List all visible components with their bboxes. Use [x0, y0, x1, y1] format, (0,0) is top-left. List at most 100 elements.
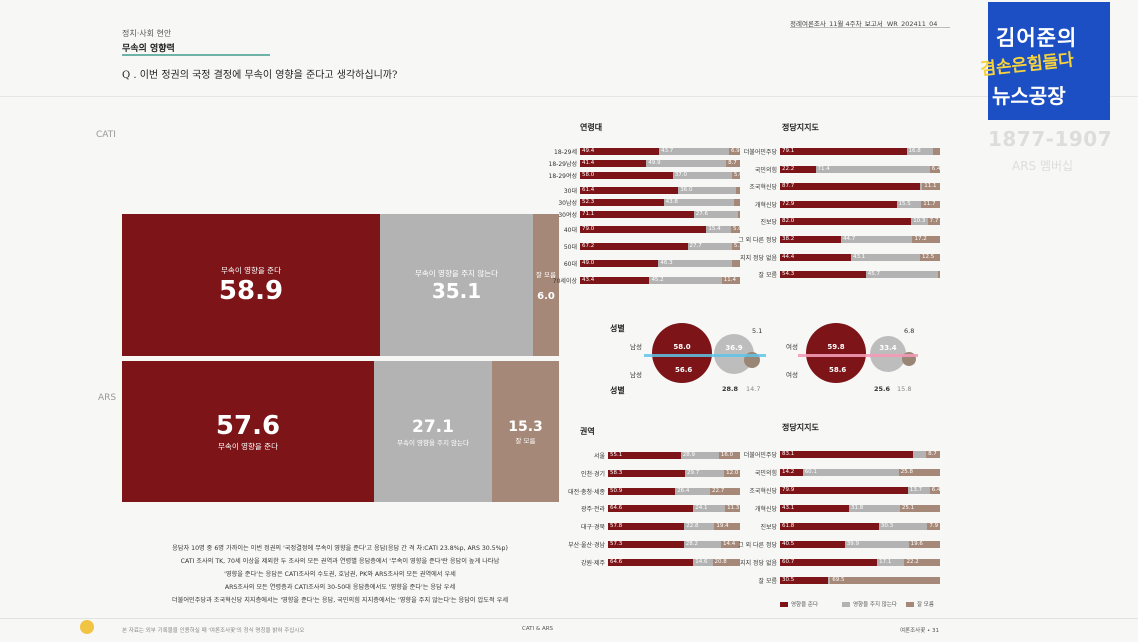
bar-segment-no: 37.0 — [672, 172, 732, 179]
row-label: 그 외 다른 정당 — [738, 237, 777, 244]
bar-segment-dk: 25.1 — [899, 505, 940, 512]
male-no-ars: 28.8 — [722, 385, 739, 393]
bar-segment-yes: 14.2 — [780, 469, 803, 476]
bar-segment-no: 27.7 — [687, 243, 732, 250]
cati-dk-bar: 잘 모름 6.0 — [533, 214, 559, 356]
row-label: 대전·충청·세종 — [568, 488, 605, 496]
bar-segment-yes: 67.2 — [580, 243, 688, 250]
bar-segment-no: 13.7 — [907, 487, 930, 494]
bar-segment-no: 43.1 — [851, 253, 920, 261]
row-bar: 79.1 16.8 — [780, 148, 940, 155]
bar-segment-no: 43.7 — [659, 148, 729, 155]
bar-segment-dk — [733, 199, 740, 206]
bar-segment-yes: 41.4 — [580, 160, 647, 167]
row-bar: 14.2 60.1 25.8 — [780, 469, 940, 476]
bar-segment-no — [912, 451, 927, 458]
bar-segment-dk: 19.6 — [908, 541, 940, 548]
cati-no-bar: 무속이 영향을 주지 않는다 35.1 — [380, 214, 533, 356]
row-label: 70세이상 — [552, 278, 577, 285]
row-bar: 49.4 43.7 6.9 — [580, 148, 740, 155]
bar-segment-yes: 54.3 — [780, 271, 866, 279]
bar-segment-dk: 11.4 — [721, 277, 740, 284]
bar-segment-no: 15.4 — [706, 226, 732, 233]
summary-line: 더불어민주당과 조국혁신당 지지층에서는 '영향을 준다'는 응답, 국민의힘 … — [171, 597, 509, 604]
row-bar: 79.9 13.7 6.4 — [780, 487, 940, 494]
bar-segment-dk: 12.5 — [919, 253, 940, 261]
row-label: 더불어민주당 — [743, 149, 777, 156]
row-label: 18-29세 — [554, 149, 577, 156]
summary-line: CATI 조사의 TK, 70세 이상을 제외한 두 조사의 모든 권역과 연령… — [180, 558, 500, 565]
row-label: 30여성 — [558, 212, 577, 219]
summary-line: '영향을 준다'는 응답은 CATI조사의 수도권, 호남권, PK와 ARS조… — [224, 571, 456, 578]
bar-segment-dk — [938, 271, 940, 279]
row-bar: 54.3 45.7 — [780, 271, 940, 279]
party-cati-chart-title: 정당지지도 — [782, 123, 819, 132]
row-label: 지지 정당 없음 — [740, 254, 777, 262]
survey-question: Q . 이번 정권의 국정 결정에 무속이 영향을 준다고 생각하십니까? — [122, 70, 398, 81]
bar-segment-yes: 44.4 — [780, 253, 852, 261]
cati-label: CATI — [96, 130, 116, 140]
section-title: 무속의 영향력 — [122, 44, 175, 54]
bar-segment-dk: 11.1 — [922, 183, 940, 191]
row-bar: 64.6 14.6 20.8 — [608, 558, 740, 566]
male-label-ars: 남성 — [630, 371, 642, 379]
bar-segment-dk — [732, 260, 740, 267]
cati-no-label: 무속이 영향을 주지 않는다 — [414, 268, 499, 278]
bar-segment-no: 43.8 — [663, 199, 734, 206]
bar-segment-yes: 87.7 — [780, 183, 921, 191]
row-bar: 55.1 28.9 16.0 — [608, 452, 740, 459]
summary-line: ARS조사의 모든 연령층과 CATI조사의 30-50대 응답층에서도 '영향… — [224, 584, 456, 591]
row-label: 50대 — [563, 244, 577, 251]
news-factory-logo — [988, 2, 1110, 120]
row-bar: 60.7 17.1 22.2 — [780, 559, 940, 566]
row-bar: 83.1 8.7 — [780, 451, 940, 458]
bar-segment-yes: 64.6 — [608, 558, 694, 566]
logo-line1: 김어준의 — [996, 26, 1078, 50]
ars-dk-label: 잘 모름 — [515, 436, 536, 445]
bar-segment-dk — [737, 211, 740, 218]
row-bar: 22.2 71.4 6.4 — [780, 165, 940, 173]
row-bar: 58.3 29.7 12.0 — [608, 469, 740, 477]
party-ars-chart-title: 정당지지도 — [782, 423, 819, 432]
row-label: 국민의힘 — [754, 166, 777, 174]
bar-segment-dk: 17.2 — [912, 236, 940, 243]
row-bar: 41.4 49.9 8.7 — [580, 160, 740, 167]
bar-segment-no: 14.6 — [693, 558, 713, 566]
female-label-cati: 여성 — [786, 343, 798, 351]
male-divider-line — [644, 354, 766, 357]
bar-segment-yes: 72.9 — [780, 200, 897, 208]
header-divider — [0, 96, 1138, 97]
row-bar: 58.037.05.0 — [580, 172, 740, 179]
female-dk-ars: 15.8 — [897, 385, 912, 393]
row-bar: 43.4 45.2 11.4 — [580, 277, 740, 284]
bar-segment-yes: 49.4 — [580, 148, 660, 155]
summary-text: 응답자 10명 중 6명 가까이는 이번 정권의 '국정결정에 무속이 영향을 … — [120, 542, 560, 607]
row-label: 서울 — [593, 453, 605, 460]
male-yes-cati: 58.0 — [673, 343, 691, 351]
flower-icon — [80, 620, 94, 634]
row-label: 60대 — [563, 261, 577, 268]
cati-dk-label: 잘 모름 — [535, 270, 556, 279]
bar-segment-dk: 11.7 — [921, 200, 940, 208]
cati-yes-value: 58.9 — [218, 275, 284, 306]
row-label: 조국혁신당 — [749, 184, 777, 192]
bar-segment-yes: 83.1 — [780, 451, 913, 458]
bar-segment-dk — [933, 148, 940, 155]
gender-title: 성별 — [610, 324, 625, 333]
row-label: 30남성 — [558, 200, 577, 207]
bar-segment-yes: 61.4 — [580, 187, 679, 194]
bar-segment-dk — [735, 187, 740, 194]
row-label: 개혁신당 — [754, 506, 777, 513]
row-label: 광주·전라 — [581, 506, 605, 514]
row-label: 지지 정당 없음 — [740, 560, 777, 567]
bar-segment-dk: 6.4 — [929, 165, 940, 173]
header-rule — [790, 27, 950, 28]
row-bar: 87.7 11.1 — [780, 183, 940, 191]
bar-segment-no: 49.9 — [646, 160, 727, 167]
row-bar: 50.9 26.4 22.7 — [608, 487, 740, 495]
male-yes-ars: 56.6 — [675, 366, 693, 374]
female-divider-line — [798, 354, 918, 357]
male-label-cati: 남성 — [630, 343, 642, 351]
title-underline — [122, 54, 270, 56]
bar-segment-yes: 64.6 — [608, 505, 694, 513]
